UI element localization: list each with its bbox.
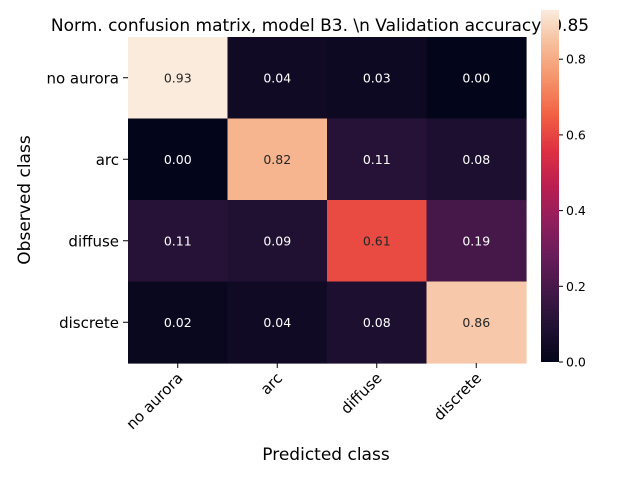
cell-value-label: 0.86 — [462, 315, 490, 330]
chart-title: Norm. confusion matrix, model B3. \n Val… — [50, 16, 590, 36]
y-axis: no aurora arc diffuse discrete — [46, 69, 128, 332]
heatmap-cell — [327, 200, 428, 283]
heatmap-cell — [227, 118, 328, 201]
cell-value-label: 0.61 — [363, 233, 391, 248]
colorbar-tick-label: 0.8 — [566, 52, 586, 67]
y-tick-label: discrete — [59, 314, 119, 332]
heatmap-cell — [426, 118, 527, 201]
cell-value-label: 0.08 — [363, 315, 391, 330]
heatmap-cell — [327, 118, 428, 201]
y-tick-label: no aurora — [46, 69, 119, 87]
cell-value-label: 0.02 — [164, 315, 192, 330]
cell-value-label: 0.00 — [462, 70, 490, 85]
x-tick-label: discrete — [430, 369, 485, 424]
colorbar-tick-label: 0.6 — [566, 127, 586, 142]
colorbar: 0.0 0.2 0.4 0.6 0.8 — [541, 10, 586, 370]
heatmap-cell — [128, 118, 229, 201]
cell-value-label: 0.04 — [263, 70, 291, 85]
colorbar-tick-label: 0.2 — [566, 279, 586, 294]
x-tick-label: no aurora — [123, 369, 187, 433]
heatmap-cell — [327, 37, 428, 120]
cell-value-label: 0.11 — [164, 233, 192, 248]
x-axis: no aurora arc diffuse discrete — [123, 363, 485, 433]
cell-value-label: 0.19 — [462, 233, 490, 248]
cell-value-label: 0.08 — [462, 152, 490, 167]
cell-value-label: 0.82 — [263, 152, 291, 167]
cell-value-label: 0.03 — [363, 70, 391, 85]
y-tick-label: arc — [96, 151, 119, 169]
heatmap-cell — [128, 37, 229, 120]
cell-value-label: 0.00 — [164, 152, 192, 167]
heatmap-cell — [426, 281, 527, 364]
heatmap-cell — [327, 281, 428, 364]
heatmap-cell — [227, 281, 328, 364]
cell-value-label: 0.09 — [263, 233, 291, 248]
y-axis-label: Observed class — [15, 135, 35, 265]
heatmap-cell — [128, 281, 229, 364]
x-axis-label: Predicted class — [262, 445, 390, 465]
cell-value-label: 0.11 — [363, 152, 391, 167]
cell-value-label: 0.04 — [263, 315, 291, 330]
x-tick-label: diffuse — [337, 369, 385, 417]
heatmap-cell — [227, 37, 328, 120]
cell-value-label: 0.93 — [164, 70, 192, 85]
heatmap-cell — [426, 200, 527, 283]
colorbar-tick-label: 0.4 — [566, 203, 586, 218]
colorbar-gradient — [541, 10, 559, 362]
y-tick-label: diffuse — [68, 232, 119, 250]
heatmap-cell — [426, 37, 527, 120]
x-tick-label: arc — [257, 369, 286, 398]
heatmap-cells: 0.93 0.04 0.03 0.00 0.00 0.82 0.11 0.08 0.11 0.09… — [128, 37, 527, 364]
heatmap-cell — [227, 200, 328, 283]
heatmap-cell — [128, 200, 229, 283]
colorbar-tick-label: 0.0 — [566, 355, 586, 370]
